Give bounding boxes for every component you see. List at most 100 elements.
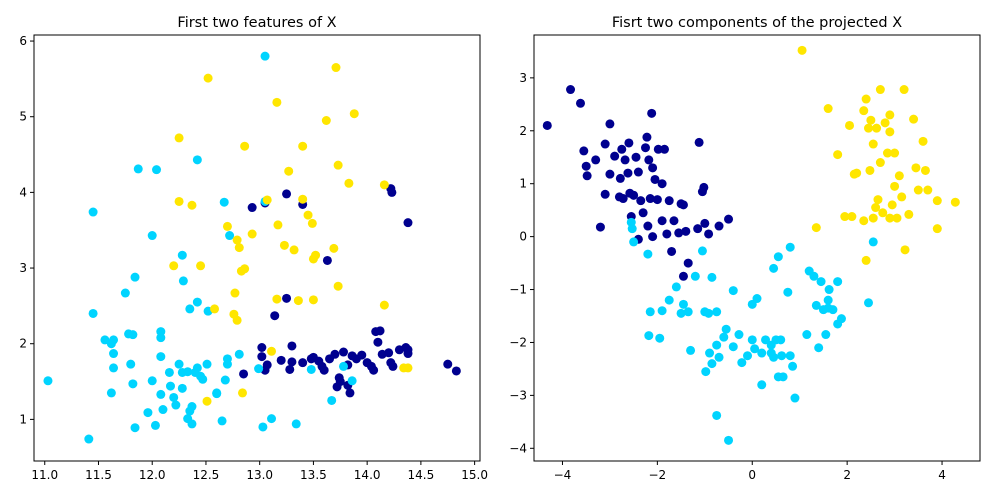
right-scatter-point [757, 380, 767, 390]
left-scatter-point [84, 434, 94, 444]
left-scatter-point [130, 272, 140, 282]
left-scatter-point [203, 73, 213, 83]
right-scatter-point [859, 106, 869, 116]
left-scatter-point [307, 218, 317, 228]
right-scatter-point [644, 155, 654, 165]
right-scatter-point [653, 144, 663, 154]
right-scatter-point [885, 110, 895, 120]
left-scatter-point [109, 363, 119, 373]
right-scatter-point [769, 352, 779, 362]
right-scatter-point [724, 214, 734, 224]
right-x-tick-label: −4 [554, 468, 572, 482]
left-scatter-point [319, 365, 329, 375]
right-scatter-point [890, 148, 900, 158]
right-y-tick-label: −2 [509, 335, 527, 349]
left-scatter-point [220, 375, 230, 385]
left-scatter-point [156, 389, 166, 399]
right-scatter-point [712, 307, 722, 317]
right-scatter-point [643, 221, 653, 231]
left-scatter-point [349, 109, 359, 119]
right-scatter-point [721, 324, 731, 334]
right-scatter-point [747, 335, 757, 345]
right-scatter-point [678, 200, 688, 210]
right-scatter-point [734, 330, 744, 340]
left-scatter-point [143, 408, 153, 418]
right-scatter-point [897, 192, 907, 202]
left-scatter-point [212, 389, 222, 399]
right-scatter-point [704, 308, 714, 318]
right-scatter-point [878, 208, 888, 218]
right-y-tick-label: −4 [509, 441, 527, 455]
right-scatter-point [620, 155, 630, 165]
right-scatter-point [712, 340, 722, 350]
right-scatter-point [778, 372, 788, 382]
left-scatter-point [308, 295, 318, 305]
right-scatter-point [728, 342, 738, 352]
left-scatter-point [147, 376, 157, 386]
left-scatter-point [187, 200, 197, 210]
right-scatter-point [864, 298, 873, 308]
left-scatter-point [192, 297, 202, 307]
right-scatter-point [623, 168, 633, 178]
right-scatter-point [719, 332, 729, 342]
left-scatter-point [169, 261, 179, 271]
left-scatter-point [379, 180, 389, 190]
right-scatter-point [833, 150, 843, 160]
left-scatter-point [234, 349, 244, 359]
left-scatter-point [379, 300, 389, 310]
right-x-tick-label: 0 [748, 468, 756, 482]
right-scatter-point [566, 85, 576, 95]
right-scatter-point [618, 194, 628, 204]
left-scatter-point [273, 220, 283, 230]
right-scatter-point [904, 209, 914, 219]
right-scatter-point [859, 216, 869, 226]
left-scatter-point [375, 326, 385, 336]
right-x-tick-label: 4 [938, 468, 946, 482]
right-scatter-point [861, 255, 871, 265]
left-y-tick-label: 5 [19, 110, 27, 124]
left-scatter-point [284, 166, 294, 176]
right-scatter-point [865, 165, 875, 175]
right-scatter-point [861, 94, 871, 104]
right-scatter-point [737, 358, 747, 368]
right-scatter-point [627, 224, 637, 234]
right-scatter-point [701, 367, 711, 377]
left-scatter-point [174, 133, 184, 143]
left-scatter-point [222, 221, 232, 231]
right-scatter-point [582, 171, 592, 181]
right-y-tick-label: −3 [509, 388, 527, 402]
left-scatter-point [258, 422, 268, 432]
left-scatter-point [156, 352, 166, 362]
left-scatter-point [106, 388, 116, 398]
left-scatter-point [128, 379, 138, 389]
left-scatter-point [171, 400, 181, 410]
right-scatter-point [674, 228, 684, 238]
left-scatter-point [120, 288, 130, 298]
left-scatter-point [403, 363, 413, 373]
left-scatter-point [298, 194, 308, 204]
left-scatter-point [43, 376, 53, 386]
right-scatter-point [600, 189, 610, 199]
left-scatter-point [373, 337, 383, 347]
right-scatter-point [647, 108, 657, 118]
left-scatter-point [333, 281, 343, 291]
left-y-tick-label: 2 [19, 337, 27, 351]
left-y-tick-label: 6 [19, 34, 27, 48]
left-scatter-point [239, 369, 249, 379]
right-scatter-point [575, 98, 585, 108]
right-scatter-point [641, 143, 650, 153]
left-scatter-point [187, 419, 197, 429]
left-scatter-point [339, 361, 349, 371]
right-y-tick-label: 1 [519, 177, 527, 191]
left-scatter-point [369, 365, 379, 375]
left-scatter-point [147, 231, 157, 241]
left-scatter-point [202, 359, 212, 369]
right-scatter-point [761, 335, 771, 345]
right-scatter-point [932, 196, 942, 206]
left-scatter-point [282, 189, 292, 199]
left-x-tick-label: 13.0 [246, 468, 273, 482]
left-scatter-point [443, 359, 453, 369]
left-scatter-point [185, 304, 195, 314]
left-scatter-point [183, 367, 193, 377]
